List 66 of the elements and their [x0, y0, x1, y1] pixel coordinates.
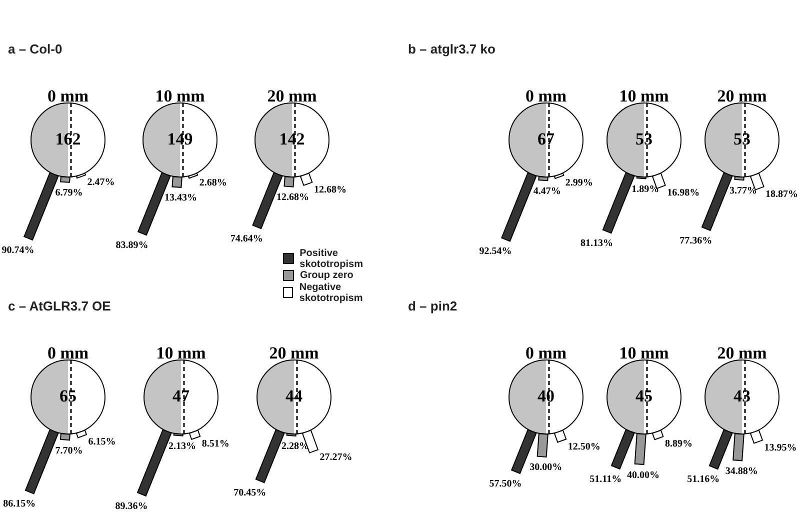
data-label: 6.15% [88, 436, 116, 448]
data-label: 86.15% [3, 498, 36, 510]
data-label: 83.89% [116, 240, 148, 251]
text: 65 [60, 386, 76, 406]
category-label: 0 mm [525, 343, 567, 362]
category-label: 10 mm [156, 343, 206, 362]
data-label: 81.13% [580, 238, 614, 250]
category-label: 0 mm [525, 86, 567, 106]
data-label: 27.27% [320, 452, 352, 463]
data-label: 2.47% [87, 177, 115, 188]
text: c – AtGLR3.7 OE [8, 298, 112, 314]
category-label: 10 mm [619, 86, 669, 106]
data-label: 16.98% [667, 187, 700, 198]
data-label: 92.54% [479, 246, 512, 258]
data-label: 8.89% [664, 438, 692, 450]
data-label: 1.89% [632, 184, 660, 195]
category-label: 20 mm [717, 86, 767, 106]
text: a – Col-0 [8, 42, 62, 57]
category-label: 20 mm [269, 343, 319, 362]
legend-label: Positive skototropism [300, 248, 364, 270]
data-label: 12.68% [314, 184, 346, 196]
text: 43 [734, 386, 750, 406]
data-label: 2.99% [565, 177, 593, 188]
data-label: 12.68% [276, 192, 309, 204]
category-label: 20 mm [717, 343, 767, 362]
data-label: 74.64% [230, 233, 263, 244]
data-label: 8.51% [202, 438, 230, 450]
text: d – pin2 [408, 298, 458, 314]
text: 45 [636, 386, 652, 406]
data-label: 6.79% [55, 188, 83, 199]
data-label: 13.43% [164, 192, 197, 204]
data-label: 2.68% [199, 177, 227, 188]
text: 67 [538, 129, 555, 148]
text: 53 [734, 129, 750, 148]
text: 44 [286, 386, 303, 406]
legend-label: Group zero [300, 270, 354, 281]
data-label: 13.95% [764, 442, 797, 454]
category-label: 0 mm [47, 343, 89, 362]
legend-label: Negative skototropism [299, 282, 364, 304]
data-label: 77.36% [680, 235, 712, 246]
data-label: 30.00% [530, 462, 562, 474]
text: 47 [172, 386, 190, 406]
data-label: 2.13% [168, 441, 196, 452]
data-label: 4.47% [533, 186, 561, 197]
category-label: 10 mm [155, 86, 205, 106]
data-label: 70.45% [234, 488, 266, 499]
text: 53 [636, 129, 652, 148]
data-label: 18.87% [766, 188, 798, 200]
data-label: 40.00% [627, 470, 660, 481]
category-label: 10 mm [619, 343, 669, 362]
category-label: 20 mm [267, 86, 317, 106]
text: 142 [279, 129, 305, 148]
text: 162 [55, 129, 81, 148]
data-label: 90.74% [2, 244, 34, 256]
data-label: 51.16% [687, 474, 720, 485]
data-label: 3.77% [729, 185, 757, 196]
data-label: 7.70% [55, 445, 83, 456]
text: 40 [538, 386, 554, 406]
data-label: 57.50% [489, 478, 522, 490]
data-label: 51.11% [590, 474, 622, 485]
text: 149 [167, 129, 193, 148]
category-label: 0 mm [47, 86, 89, 106]
data-label: 12.50% [568, 441, 600, 452]
data-label: 89.36% [115, 500, 148, 512]
data-label: 34.88% [725, 466, 758, 477]
text: b – atglr3.7 ko [408, 42, 496, 57]
